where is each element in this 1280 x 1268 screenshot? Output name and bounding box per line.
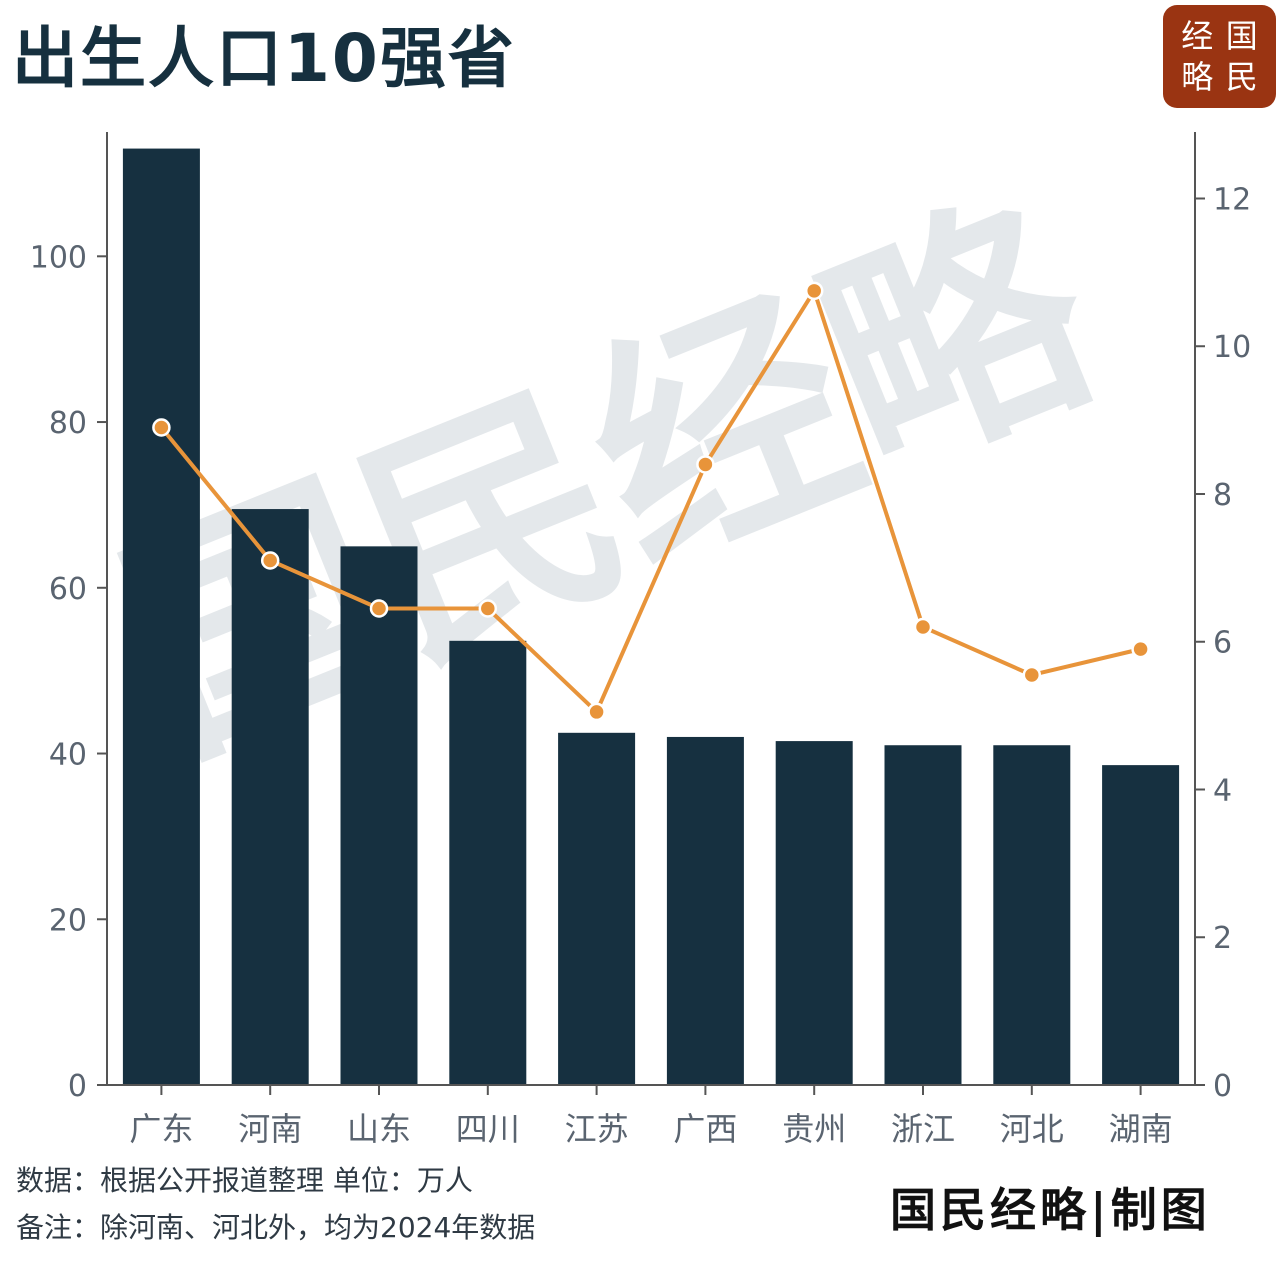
bar: [449, 640, 527, 1085]
source-note: 数据：根据公开报道整理 单位：万人: [16, 1164, 473, 1197]
x-tick-label: 江苏: [565, 1110, 629, 1148]
logo-char: 民: [1225, 58, 1258, 97]
right-tick-label: 8: [1213, 478, 1232, 513]
logo-char: 经: [1181, 16, 1214, 55]
x-tick-label: 浙江: [891, 1110, 955, 1148]
bar: [993, 745, 1071, 1085]
right-tick-label: 6: [1213, 626, 1232, 661]
logo-char: 略: [1181, 58, 1214, 97]
rate-point: [696, 455, 715, 474]
left-tick-label: 80: [49, 406, 87, 441]
left-tick-label: 100: [30, 240, 87, 275]
rate-point: [369, 599, 389, 618]
right-tick-label: 12: [1213, 182, 1251, 217]
left-tick-label: 20: [49, 903, 87, 938]
bar: [666, 736, 744, 1085]
rate-line: [159, 288, 1142, 714]
right-tick-label: 10: [1213, 330, 1251, 365]
x-tick-label: 河北: [1000, 1110, 1064, 1148]
bar: [231, 509, 309, 1085]
left-tick-label: 0: [68, 1069, 87, 1104]
bar: [1102, 765, 1180, 1085]
x-tick-label: 四川: [456, 1110, 520, 1148]
x-tick-label: 贵州: [782, 1110, 846, 1148]
right-tick-label: 0: [1213, 1069, 1232, 1104]
bar: [884, 745, 962, 1085]
x-tick-label: 山东: [347, 1110, 411, 1148]
bar: [775, 741, 853, 1085]
remark-note: 备注：除河南、河北外，均为2024年数据: [16, 1211, 536, 1244]
x-tick-label: 广东: [129, 1110, 193, 1148]
x-tick-label: 湖南: [1109, 1110, 1173, 1148]
bar: [122, 148, 200, 1085]
rate-point: [260, 551, 280, 570]
rate-point: [478, 599, 498, 618]
page-title: 出生人口10强省: [12, 20, 516, 97]
rate-point: [1022, 665, 1042, 685]
right-tick-label: 2: [1213, 921, 1232, 956]
rate-point: [1131, 639, 1150, 659]
right-tick-label: 4: [1213, 773, 1232, 808]
rate-point: [804, 281, 824, 301]
left-tick-label: 40: [49, 738, 87, 773]
rate-point: [587, 702, 606, 722]
rate-point: [913, 617, 933, 637]
rate-point: [152, 418, 171, 437]
x-tick-label: 广西: [673, 1110, 737, 1148]
left-tick-label: 60: [49, 572, 87, 607]
signature: 国民经略|制图: [890, 1183, 1211, 1237]
logo-char: 国: [1225, 16, 1258, 55]
x-tick-label: 河南: [238, 1110, 302, 1148]
bar: [558, 732, 636, 1085]
bar: [340, 546, 418, 1085]
brand-logo: 经 国 略 民: [1163, 5, 1276, 108]
